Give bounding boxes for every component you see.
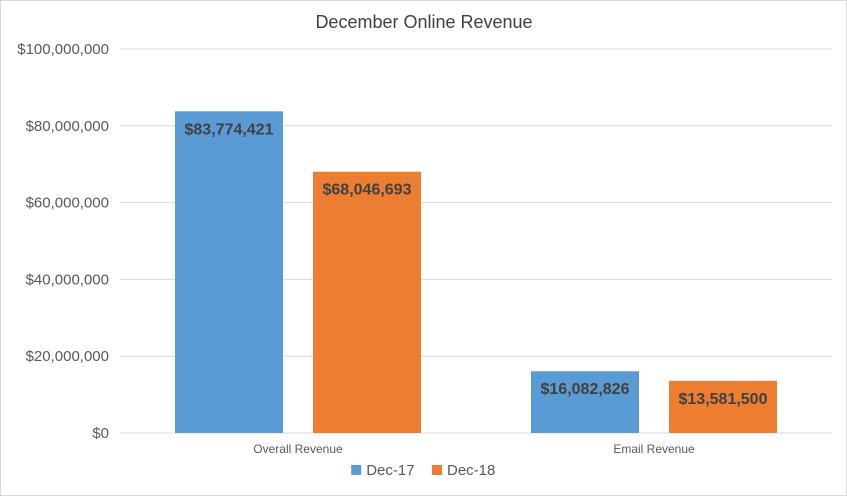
legend-label: Dec-17 xyxy=(366,462,414,479)
legend-swatch-dec-18 xyxy=(432,465,442,475)
x-axis-ticks: Overall Revenue Email Revenue xyxy=(253,442,695,456)
legend: Dec-17 Dec-18 xyxy=(351,462,495,479)
y-tick-label: $80,000,000 xyxy=(26,118,109,135)
bar-dec-18-0 xyxy=(313,171,421,434)
y-tick-label: $100,000,000 xyxy=(17,41,109,58)
data-label: $13,581,500 xyxy=(679,391,768,408)
y-tick-label: $60,000,000 xyxy=(26,195,109,212)
x-tick-label: Overall Revenue xyxy=(253,442,343,456)
y-tick-label: $20,000,000 xyxy=(26,348,109,365)
y-axis-ticks: $0 $20,000,000 $40,000,000 $60,000,000 $80,0… xyxy=(17,41,109,442)
data-label: $16,082,826 xyxy=(541,381,630,398)
legend-label: Dec-18 xyxy=(447,462,495,479)
y-tick-label: $40,000,000 xyxy=(26,271,109,288)
bar-dec-17-1 xyxy=(531,371,639,433)
bar-dec-18-1 xyxy=(669,380,777,433)
bars xyxy=(175,111,777,434)
y-tick-label: $0 xyxy=(92,425,109,442)
x-tick-label: Email Revenue xyxy=(613,442,695,456)
legend-swatch-dec-17 xyxy=(351,465,362,475)
bar-dec-17-0 xyxy=(175,111,283,434)
chart-title: December Online Revenue xyxy=(315,12,532,32)
data-label: $83,774,421 xyxy=(185,121,274,138)
data-labels: $83,774,421 $68,046,693 $16,082,826 $13,581… xyxy=(185,121,768,408)
data-label: $68,046,693 xyxy=(323,182,412,199)
